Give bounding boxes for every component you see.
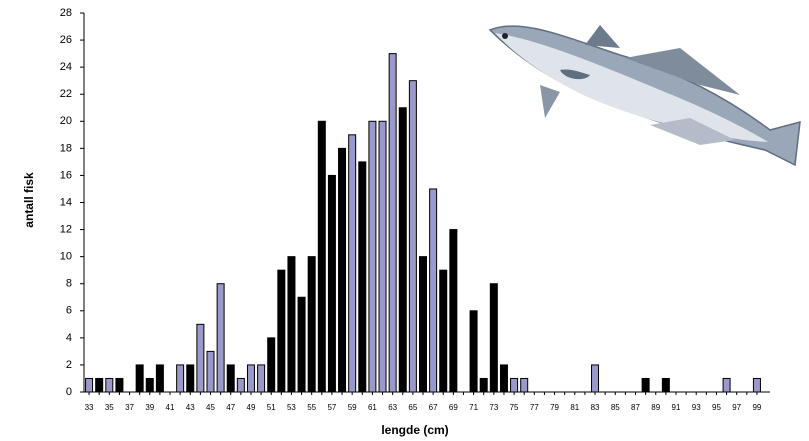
x-tick-label: 71 (469, 403, 478, 412)
bar (288, 257, 295, 392)
bar (521, 378, 528, 392)
bar (217, 284, 224, 392)
x-tick-label: 43 (186, 403, 195, 412)
x-tick-label: 91 (672, 403, 681, 412)
bar (642, 378, 649, 392)
bar (369, 121, 376, 392)
bar (450, 230, 457, 392)
y-tick-label: 12 (60, 223, 72, 235)
bar (500, 365, 507, 392)
bar (379, 121, 386, 392)
bar (592, 365, 599, 392)
x-tick-label: 45 (206, 403, 215, 412)
x-tick-label: 41 (166, 403, 175, 412)
bar (440, 270, 447, 392)
bar (207, 351, 214, 392)
bar (470, 311, 477, 392)
bar (298, 297, 305, 392)
bar (409, 81, 416, 392)
x-tick-label: 65 (408, 403, 417, 412)
bar (662, 378, 669, 392)
x-tick-label: 59 (348, 403, 357, 412)
y-tick-label: 16 (60, 169, 72, 181)
bar (399, 108, 406, 392)
x-tick-label: 39 (145, 403, 154, 412)
x-tick-label: 69 (449, 403, 458, 412)
bar (389, 54, 396, 392)
bar (96, 378, 103, 392)
y-tick-label: 10 (60, 251, 72, 263)
bar (86, 378, 93, 392)
y-tick-label: 20 (60, 115, 72, 127)
y-tick-label: 14 (60, 196, 72, 208)
bar (116, 378, 123, 392)
bar (106, 378, 113, 392)
x-tick-label: 95 (712, 403, 721, 412)
x-tick-label: 57 (327, 403, 336, 412)
bar (359, 162, 366, 392)
x-tick-label: 35 (105, 403, 114, 412)
x-tick-label: 67 (429, 403, 438, 412)
x-tick-label: 73 (489, 403, 498, 412)
bar (156, 365, 163, 392)
y-tick-label: 26 (60, 34, 72, 46)
x-tick-label: 83 (591, 403, 600, 412)
x-tick-label: 85 (611, 403, 620, 412)
chart: antall fisk lengde (cm) 0246810121416182… (0, 0, 809, 441)
x-tick-label: 87 (631, 403, 640, 412)
bar (511, 378, 518, 392)
x-tick-label: 55 (307, 403, 316, 412)
bar (318, 121, 325, 392)
bar (237, 378, 244, 392)
x-tick-label: 77 (530, 403, 539, 412)
bar (308, 257, 315, 392)
x-tick-label: 51 (267, 403, 276, 412)
y-tick-label: 6 (66, 305, 72, 317)
fish-illustration (490, 25, 800, 165)
x-tick-label: 33 (85, 403, 94, 412)
y-tick-label: 8 (66, 278, 72, 290)
x-tick-label: 81 (570, 403, 579, 412)
y-tick-label: 2 (66, 359, 72, 371)
bar (247, 365, 254, 392)
x-tick-label: 75 (510, 403, 519, 412)
x-tick-label: 89 (651, 403, 660, 412)
bar (227, 365, 234, 392)
y-axis-title: antall fisk (22, 172, 36, 228)
bar (339, 148, 346, 392)
bar (187, 365, 194, 392)
y-tick-label: 28 (60, 7, 72, 19)
x-tick-label: 47 (226, 403, 235, 412)
bar (723, 378, 730, 392)
x-tick-label: 53 (287, 403, 296, 412)
bar (430, 189, 437, 392)
bar (420, 257, 427, 392)
bar (268, 338, 275, 392)
bar (197, 324, 204, 392)
bar (258, 365, 265, 392)
bar (146, 378, 153, 392)
x-tick-label: 61 (368, 403, 377, 412)
x-tick-label: 63 (388, 403, 397, 412)
bar (753, 378, 760, 392)
bar (177, 365, 184, 392)
bar (490, 284, 497, 392)
x-axis-title: lengde (cm) (381, 423, 448, 437)
y-tick-label: 22 (60, 88, 72, 100)
bar (349, 135, 356, 392)
bar (328, 175, 335, 392)
x-tick-label: 37 (125, 403, 134, 412)
y-tick-label: 4 (66, 332, 72, 344)
x-tick-label: 79 (550, 403, 559, 412)
bar (136, 365, 143, 392)
x-tick-label: 99 (752, 403, 761, 412)
y-tick-label: 0 (66, 386, 72, 398)
x-tick-label: 93 (692, 403, 701, 412)
y-tick-label: 24 (60, 61, 72, 73)
bar (480, 378, 487, 392)
x-tick-label: 97 (732, 403, 741, 412)
y-tick-label: 18 (60, 142, 72, 154)
x-tick-label: 49 (247, 403, 256, 412)
bar (278, 270, 285, 392)
